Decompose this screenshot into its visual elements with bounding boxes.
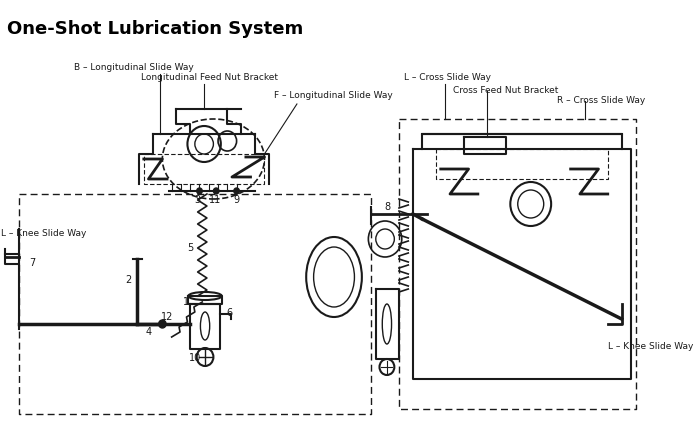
Text: 8: 8 (385, 201, 391, 211)
Circle shape (159, 320, 166, 328)
Text: B – Longitudinal Slide Way: B – Longitudinal Slide Way (74, 63, 194, 72)
Text: R – Cross Slide Way: R – Cross Slide Way (556, 96, 645, 105)
Text: 2: 2 (125, 274, 131, 284)
Text: 6: 6 (226, 307, 232, 317)
Text: 12: 12 (161, 311, 173, 321)
Text: 9: 9 (234, 194, 239, 204)
Text: 5: 5 (187, 243, 193, 253)
Text: 1: 1 (183, 296, 188, 306)
Circle shape (234, 188, 239, 194)
Text: Cross Feed Nut Bracket: Cross Feed Nut Bracket (453, 86, 558, 95)
Circle shape (214, 188, 219, 194)
Circle shape (197, 188, 202, 194)
Text: 4: 4 (146, 326, 151, 336)
Text: 11: 11 (209, 194, 221, 204)
Text: F – Longitudinal Slide Way: F – Longitudinal Slide Way (274, 91, 393, 100)
Text: One-Shot Lubrication System: One-Shot Lubrication System (8, 20, 304, 38)
Text: 7: 7 (29, 257, 36, 267)
Text: L – Knee Slide Way: L – Knee Slide Way (1, 228, 86, 237)
Text: L – Knee Slide Way: L – Knee Slide Way (608, 341, 693, 350)
Text: L – Cross Slide Way: L – Cross Slide Way (404, 73, 491, 82)
Text: Longitudinal Feed Nut Bracket: Longitudinal Feed Nut Bracket (141, 73, 278, 82)
Text: 10: 10 (189, 352, 201, 362)
Text: 3: 3 (195, 194, 201, 204)
